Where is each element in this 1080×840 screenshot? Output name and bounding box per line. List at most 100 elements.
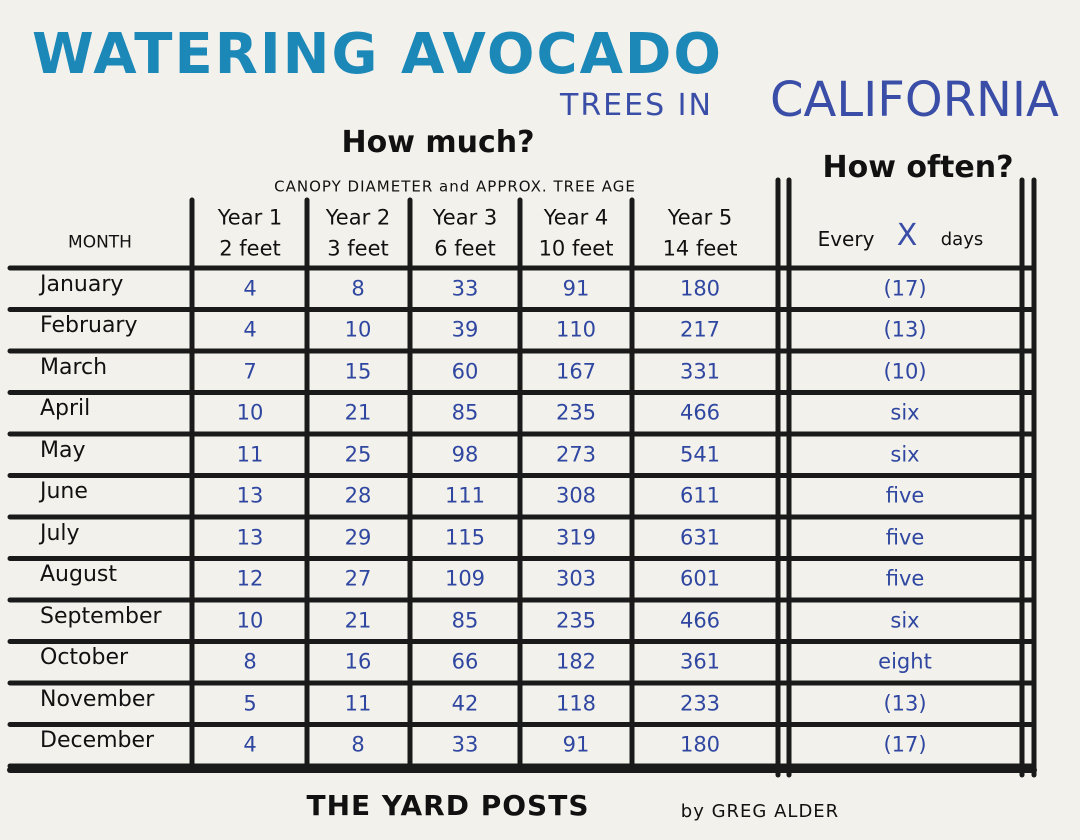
- value-cell: 21: [344, 608, 372, 633]
- value-cell: 66: [451, 649, 479, 674]
- value-cell: 308: [555, 483, 597, 508]
- month-cell: June: [40, 479, 88, 505]
- value-cell: 27: [344, 566, 372, 591]
- column-header: days: [940, 229, 984, 250]
- value-cell: 180: [679, 276, 721, 301]
- value-cell: 466: [679, 608, 721, 633]
- column-header: Every: [817, 227, 875, 251]
- value-cell: 233: [679, 691, 721, 716]
- month-cell: July: [40, 520, 80, 546]
- month-cell: November: [40, 686, 155, 712]
- column-header: MONTH: [68, 232, 132, 253]
- frequency-cell: (13): [883, 691, 927, 716]
- value-cell: 11: [236, 442, 264, 467]
- value-cell: 33: [451, 732, 479, 757]
- value-cell: 33: [451, 276, 479, 301]
- value-cell: 42: [451, 691, 479, 716]
- value-cell: 235: [555, 400, 597, 425]
- value-cell: 28: [344, 483, 372, 508]
- value-cell: 111: [444, 483, 486, 508]
- value-cell: 118: [555, 691, 597, 716]
- value-cell: 39: [451, 317, 479, 342]
- value-cell: 29: [344, 525, 372, 550]
- value-cell: 611: [679, 483, 721, 508]
- value-cell: 4: [243, 276, 257, 301]
- month-cell: August: [40, 562, 117, 588]
- value-cell: 601: [679, 566, 721, 591]
- column-header: Year 3: [432, 205, 498, 230]
- value-cell: 85: [451, 400, 479, 425]
- value-cell: 8: [351, 732, 365, 757]
- value-cell: 11: [344, 691, 372, 716]
- column-header: 10 feet: [538, 236, 614, 261]
- value-cell: 167: [555, 359, 597, 384]
- value-cell: 110: [555, 317, 597, 342]
- column-header: Year 2: [325, 205, 391, 230]
- value-cell: 12: [236, 566, 264, 591]
- column-header: 14 feet: [662, 236, 738, 261]
- value-cell: 541: [679, 442, 721, 467]
- frequency-cell: eight: [878, 649, 932, 674]
- footer-byline: by GREG ALDER: [680, 801, 840, 822]
- column-header: X: [896, 218, 918, 253]
- title: CALIFORNIA: [770, 72, 1059, 128]
- frequency-cell: six: [890, 608, 920, 633]
- column-header: 6 feet: [434, 236, 496, 261]
- value-cell: 7: [243, 359, 257, 384]
- frequency-cell: (17): [883, 276, 927, 301]
- column-header: 3 feet: [327, 236, 389, 261]
- month-cell: May: [40, 437, 86, 463]
- column-header: 2 feet: [219, 236, 281, 261]
- value-cell: 8: [351, 276, 365, 301]
- value-cell: 10: [344, 317, 372, 342]
- value-cell: 91: [562, 276, 590, 301]
- value-cell: 180: [679, 732, 721, 757]
- value-cell: 182: [555, 649, 597, 674]
- month-cell: October: [40, 645, 129, 671]
- value-cell: 109: [444, 566, 486, 591]
- value-cell: 25: [344, 442, 372, 467]
- value-cell: 13: [236, 483, 264, 508]
- month-cell: September: [40, 603, 162, 629]
- title: TREES IN: [560, 88, 713, 123]
- footer-brand: THE YARD POSTS: [306, 789, 590, 822]
- value-cell: 235: [555, 608, 597, 633]
- month-cell: February: [40, 313, 138, 339]
- month-cell: December: [40, 728, 155, 754]
- value-cell: 361: [679, 649, 721, 674]
- value-cell: 16: [344, 649, 372, 674]
- frequency-cell: (10): [883, 359, 927, 384]
- value-cell: 15: [344, 359, 372, 384]
- value-cell: 217: [679, 317, 721, 342]
- value-cell: 4: [243, 317, 257, 342]
- frequency-cell: six: [890, 442, 920, 467]
- value-cell: 319: [555, 525, 597, 550]
- value-cell: 21: [344, 400, 372, 425]
- column-header: Year 4: [543, 205, 609, 230]
- value-cell: 466: [679, 400, 721, 425]
- value-cell: 115: [444, 525, 486, 550]
- month-cell: March: [40, 354, 108, 380]
- value-cell: 273: [555, 442, 597, 467]
- month-cell: January: [40, 271, 124, 297]
- value-cell: 60: [451, 359, 479, 384]
- frequency-cell: five: [885, 483, 925, 508]
- column-header: Year 1: [217, 205, 283, 230]
- section-label: How often?: [822, 150, 1014, 185]
- value-cell: 10: [236, 400, 264, 425]
- value-cell: 98: [451, 442, 479, 467]
- frequency-cell: (17): [883, 732, 927, 757]
- value-cell: 91: [562, 732, 590, 757]
- value-cell: 13: [236, 525, 264, 550]
- value-cell: 4: [243, 732, 257, 757]
- value-cell: 631: [679, 525, 721, 550]
- value-cell: 8: [243, 649, 257, 674]
- value-cell: 10: [236, 608, 264, 633]
- frequency-cell: (13): [883, 317, 927, 342]
- month-cell: April: [40, 396, 91, 422]
- frequency-cell: six: [890, 400, 920, 425]
- section-label: How much?: [341, 125, 535, 160]
- value-cell: 331: [679, 359, 721, 384]
- column-header: Year 5: [667, 205, 733, 230]
